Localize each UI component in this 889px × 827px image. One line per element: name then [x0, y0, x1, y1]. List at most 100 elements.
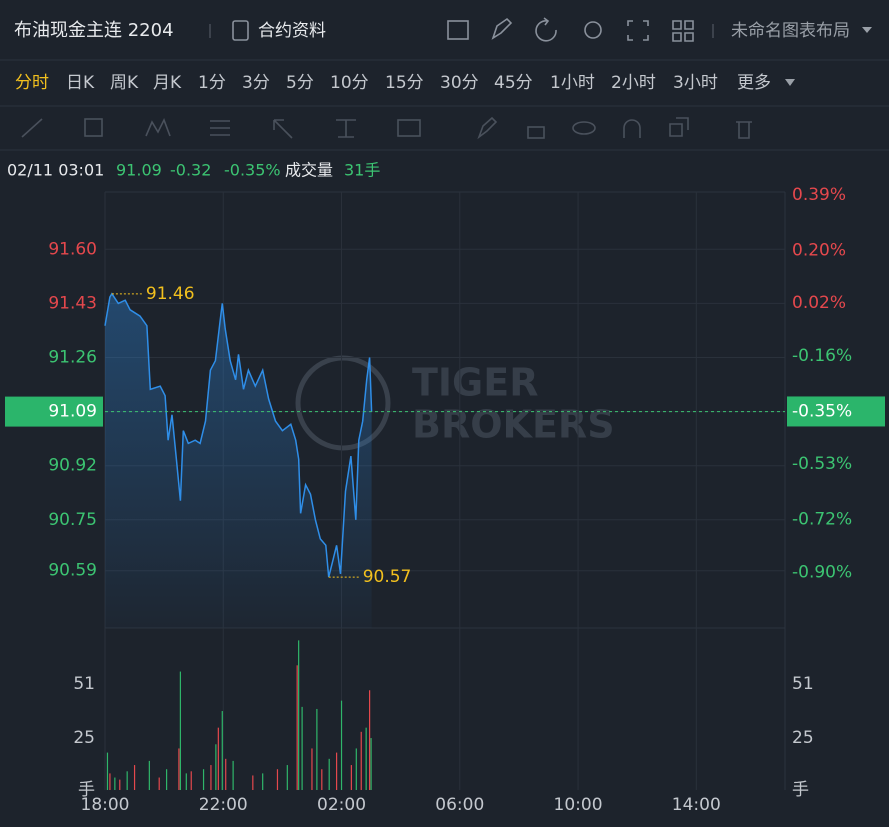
y-tick-label: 90.59: [48, 561, 97, 581]
toolbar-icons[interactable]: [447, 17, 694, 42]
volume-bar: [311, 748, 313, 790]
fullscreen-icon[interactable]: [627, 20, 649, 41]
y-tick-label: 90.92: [48, 456, 97, 476]
volume-bar: [225, 758, 227, 790]
volume-bar: [296, 665, 298, 790]
volume-tick-label: 51: [792, 674, 814, 694]
period-tab[interactable]: 10分: [330, 73, 369, 93]
volume-bar: [190, 771, 192, 790]
fib-tool[interactable]: [210, 120, 230, 136]
volume-bar: [298, 640, 300, 790]
period-tab[interactable]: 周K: [110, 73, 139, 93]
reset-icon[interactable]: [535, 17, 557, 42]
settings-icon[interactable]: [584, 21, 602, 39]
magnet-tool[interactable]: [623, 119, 641, 138]
volume-bar: [202, 769, 205, 790]
volume-bar: [158, 777, 160, 790]
volume-bar: [316, 708, 318, 790]
volume-bar: [221, 711, 223, 790]
volume-tick-label: 手: [792, 780, 809, 800]
watermark: TIGER BROKERS: [295, 355, 615, 451]
period-tabs: 分时 日K 周K 月K 1分 3分 5分 10分 15分 30分 45分 1小时 2小时 3小时 更多: [15, 73, 771, 93]
period-tab[interactable]: 月K: [153, 73, 182, 93]
edit-icon[interactable]: [491, 17, 513, 40]
volume-bar: [109, 773, 111, 790]
measure-tool[interactable]: [336, 119, 356, 138]
volume-bar: [370, 738, 372, 790]
y2-tick-label: 0.39%: [792, 185, 846, 205]
y-tick-label: 91.43: [48, 293, 97, 313]
volume-bar: [369, 690, 371, 790]
period-tab[interactable]: 15分: [385, 73, 424, 93]
layer-tool[interactable]: [669, 117, 689, 137]
volume-bar: [335, 752, 338, 790]
x-tick-label: 02:00: [317, 795, 366, 815]
symbol-title: 布油现金主连 2204: [14, 20, 174, 41]
layout-icon[interactable]: [672, 20, 694, 42]
y-tick-label: 91.26: [48, 347, 97, 367]
y2-tick-label: -0.72%: [792, 510, 852, 530]
volume-tick-label: 25: [792, 728, 814, 748]
y-tick-label: 91.60: [48, 239, 97, 259]
line-tool[interactable]: [21, 118, 43, 138]
y2-tick-label: -0.90%: [792, 562, 852, 582]
volume-bar: [119, 779, 121, 790]
watermark-text: BROKERS: [412, 403, 615, 447]
y-tick-label: 91.09: [48, 402, 97, 422]
eye-tool[interactable]: [572, 121, 596, 135]
layout-name[interactable]: 未命名图表布局: [731, 21, 850, 41]
dropdown-arrow[interactable]: [862, 27, 872, 33]
text-tool[interactable]: [397, 119, 421, 137]
info-field: 成交量: [285, 161, 333, 180]
y2-tick-label: 0.20%: [792, 241, 846, 261]
period-tab[interactable]: 45分: [494, 73, 533, 93]
volume-bar: [133, 765, 136, 790]
brush-tool[interactable]: [477, 116, 498, 140]
arrow-tool[interactable]: [273, 119, 293, 139]
volume-bar: [350, 765, 352, 790]
watermark-text: TIGER: [412, 361, 538, 405]
volume-bar: [301, 706, 303, 790]
period-tab[interactable]: 5分: [286, 73, 314, 93]
annotation-label: 91.46: [146, 284, 195, 304]
info-button[interactable]: 合约资料: [232, 20, 326, 41]
info-field: -0.32: [170, 161, 211, 180]
volume-bar: [148, 760, 150, 790]
volume-bar: [365, 727, 367, 790]
volume-tick-label: 手: [78, 780, 95, 800]
period-tab[interactable]: 分时: [15, 73, 49, 93]
indicator-icon[interactable]: [447, 20, 469, 40]
more-arrow[interactable]: [785, 79, 795, 86]
info-field: 31手: [344, 161, 380, 180]
period-tab[interactable]: 3小时: [673, 73, 718, 93]
pattern-tool[interactable]: [145, 118, 171, 137]
period-tab[interactable]: 1分: [198, 73, 226, 93]
drawing-tools[interactable]: [21, 116, 752, 140]
delete-tool[interactable]: [736, 121, 752, 139]
period-tab[interactable]: 日K: [66, 73, 95, 93]
rect-tool[interactable]: [84, 118, 103, 137]
volume-bar: [178, 748, 180, 790]
volume-bar: [126, 771, 128, 790]
period-tab[interactable]: 3分: [242, 73, 270, 93]
period-tab[interactable]: 更多: [737, 73, 771, 93]
volume-tick-label: 51: [73, 674, 95, 694]
y2-tick-label: -0.35%: [792, 401, 852, 421]
x-tick-label: 22:00: [199, 795, 248, 815]
info-field: -0.35%: [224, 161, 281, 180]
lock-tool[interactable]: [527, 126, 545, 139]
volume-bar: [328, 758, 330, 790]
volume-bar: [321, 769, 323, 790]
x-tick-label: 06:00: [435, 795, 484, 815]
period-tab[interactable]: 2小时: [611, 73, 656, 93]
volume-bar: [355, 748, 357, 790]
period-tab[interactable]: 30分: [440, 73, 479, 93]
volume-bar: [217, 727, 219, 790]
y-tick-label: 90.75: [48, 510, 97, 530]
annotation-label: 90.57: [363, 567, 412, 587]
period-tab[interactable]: 1小时: [550, 73, 595, 93]
x-tick-label: 10:00: [554, 795, 603, 815]
volume-bar: [210, 765, 212, 790]
